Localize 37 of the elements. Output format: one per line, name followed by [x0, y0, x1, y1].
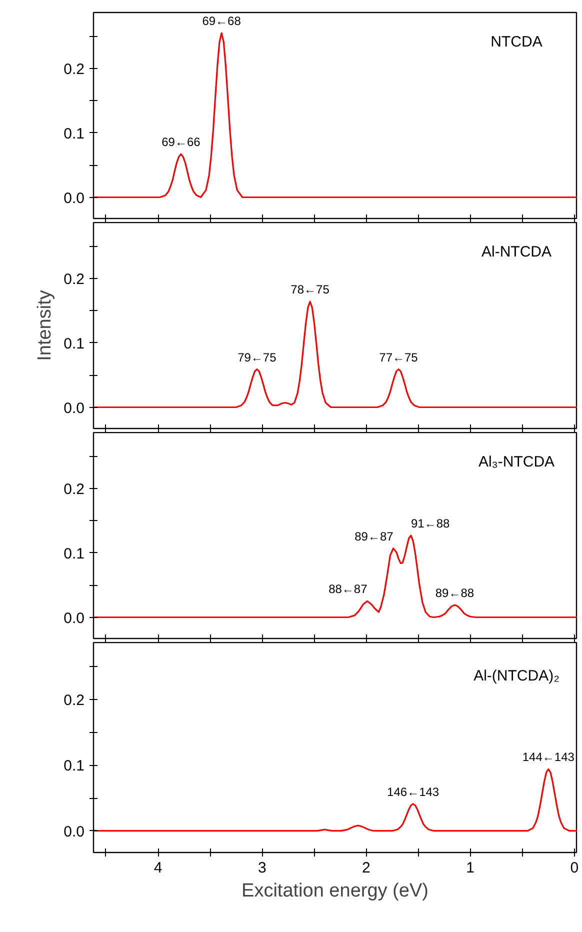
annotation: 77←75: [379, 350, 418, 364]
y-tick-label: 0.2: [64, 481, 85, 498]
line-series: [94, 768, 576, 832]
annotation: 146←143: [387, 784, 440, 799]
x-tick-label: 3: [258, 860, 266, 876]
y-tick-label: 0.2: [64, 271, 85, 288]
x-tick-label: 4: [154, 860, 162, 876]
y-tick-label: 0.2: [64, 61, 85, 78]
y-tick-label: 0.0: [64, 190, 85, 207]
annotation: 79←75: [238, 350, 277, 364]
y-tick-label: 0.1: [64, 758, 85, 775]
line-series: [94, 32, 576, 198]
y-tick-label: 0.1: [64, 125, 85, 142]
y-axis-title: Intensity: [34, 290, 56, 361]
x-axis-title: Excitation energy (eV): [242, 880, 428, 902]
y-tick-label: 0.0: [64, 610, 85, 627]
annotation: 78←75: [290, 282, 330, 297]
y-tick-label: 0.2: [64, 692, 85, 710]
text: Al₃-NTCDA: [478, 454, 555, 470]
annotation: 89←88: [435, 586, 474, 600]
y-tick-label: 0.0: [64, 823, 85, 840]
annotation: 69←68: [202, 14, 242, 28]
y-tick-label: 0.0: [64, 400, 85, 417]
text: Al-(NTCDA)₂: [474, 668, 560, 684]
x-tick-label: 1: [466, 860, 474, 876]
annotation: 88←87: [328, 582, 368, 596]
text: Al-NTCDA: [482, 244, 552, 260]
x-tick-label: 0: [570, 860, 579, 876]
x-tick-label: 2: [362, 860, 370, 876]
annotation: 91←88: [410, 516, 450, 530]
annotation: 69←66: [162, 135, 201, 150]
annotation: 144←143: [522, 750, 575, 764]
y-tick-label: 0.1: [64, 335, 85, 352]
annotation: 89←87: [354, 529, 394, 544]
text: NTCDA: [490, 34, 542, 50]
y-tick-label: 0.1: [64, 545, 85, 562]
line-series: [94, 300, 576, 408]
